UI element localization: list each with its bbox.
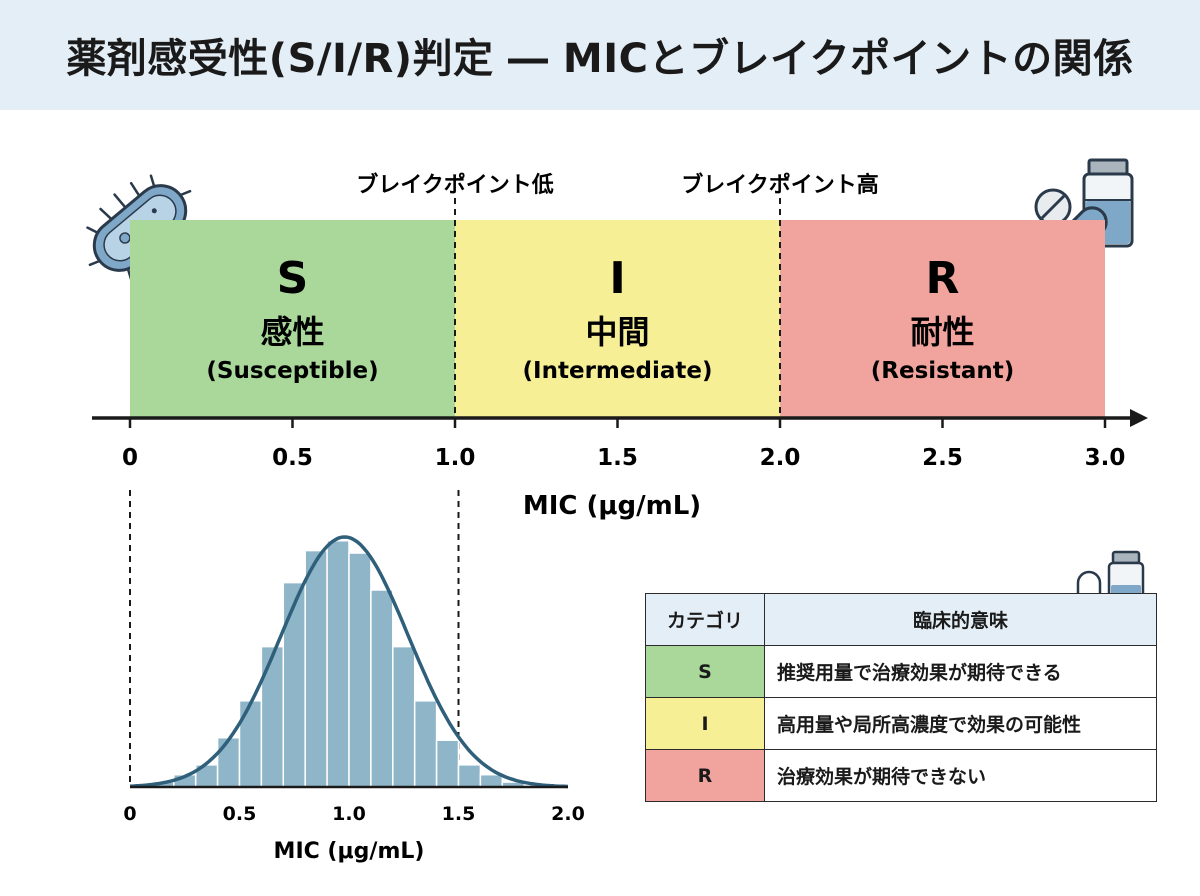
- band-letter-r: R: [926, 253, 960, 304]
- band-english-s: (Susceptible): [206, 358, 378, 384]
- legend-row-s: S 推奨用量で治療効果が期待できる: [645, 645, 1157, 698]
- histogram-bar: [216, 737, 241, 788]
- histogram-bar: [457, 764, 482, 788]
- legend-category-r: R: [645, 749, 765, 802]
- main-axis-tick-label: 2.0: [760, 445, 801, 471]
- histogram-bar: [370, 589, 394, 788]
- histogram-bar: [260, 645, 285, 788]
- main-axis-tick-label: 0: [122, 445, 138, 471]
- legend-header-category: カテゴリ: [645, 593, 765, 646]
- histogram-bar: [392, 645, 416, 788]
- histogram-bar: [282, 581, 306, 788]
- histogram-bar: [304, 549, 328, 788]
- band-letter-i: I: [609, 253, 625, 304]
- legend-category-s: S: [645, 645, 765, 698]
- band-i: [455, 220, 780, 418]
- legend-meaning-r: 治療効果が期待できない: [764, 749, 1157, 802]
- legend-header-row: カテゴリ 臨床的意味: [645, 593, 1157, 646]
- histogram-tick-label: 0: [123, 803, 136, 825]
- histogram-bar: [413, 700, 438, 788]
- band-english-r: (Resistant): [871, 358, 1014, 384]
- legend-row-i: I 高用量や局所高濃度で効果の可能性: [645, 697, 1157, 750]
- page-title: 薬剤感受性(S/I/R)判定 ― MICとブレイクポイントの関係: [66, 36, 1134, 82]
- histogram-bar: [435, 739, 460, 788]
- title-band: [0, 0, 1200, 110]
- legend-category-i: I: [645, 697, 765, 750]
- band-s: [130, 220, 455, 418]
- histogram-bar: [348, 552, 372, 788]
- histogram-bar: [326, 540, 350, 788]
- histogram-tick-label: 1.5: [442, 803, 476, 825]
- pill-icon: [1034, 188, 1072, 226]
- histogram-tick-label: 1.0: [332, 803, 366, 825]
- main-axis-tick-label: 1.5: [597, 445, 638, 471]
- main-axis-tick-label: 3.0: [1085, 445, 1126, 471]
- band-japanese-s: 感性: [260, 313, 324, 351]
- band-japanese-i: 中間: [585, 313, 649, 351]
- band-letter-s: S: [277, 253, 309, 304]
- histogram-tick-label: 0.5: [223, 803, 257, 825]
- histogram-axis-title: MIC (μg/mL): [274, 839, 425, 864]
- histogram-bar: [479, 773, 504, 788]
- legend-header-meaning: 臨床的意味: [764, 593, 1157, 646]
- main-axis-arrowhead: [1130, 409, 1148, 427]
- histogram-bar: [238, 700, 263, 788]
- main-axis-tick-label: 0.5: [272, 445, 313, 471]
- band-r: [780, 220, 1105, 418]
- legend-row-r: R 治療効果が期待できない: [645, 749, 1157, 802]
- band-japanese-r: 耐性: [910, 313, 974, 351]
- breakpoint-label-low: ブレイクポイント低: [356, 172, 554, 198]
- breakpoint-label-high: ブレイクポイント高: [681, 172, 879, 198]
- main-axis-title: MIC (μg/mL): [523, 491, 701, 521]
- distribution-curve: [129, 535, 569, 789]
- histogram-tick-label: 2.0: [551, 803, 585, 825]
- main-axis-tick-label: 1.0: [435, 445, 476, 471]
- main-axis-tick-label: 2.5: [922, 445, 963, 471]
- band-english-i: (Intermediate): [523, 358, 713, 384]
- legend-meaning-i: 高用量や局所高濃度で効果の可能性: [764, 697, 1157, 750]
- legend-table: カテゴリ 臨床的意味 S 推奨用量で治療効果が期待できる I 高用量や局所高濃度…: [645, 593, 1157, 802]
- legend-meaning-s: 推奨用量で治療効果が期待できる: [764, 645, 1157, 698]
